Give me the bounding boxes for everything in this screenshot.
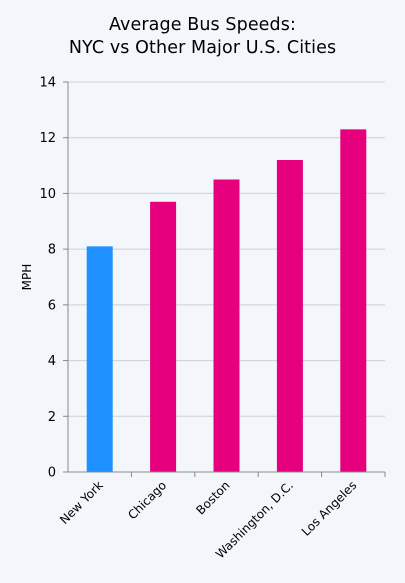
- x-tick-label: Chicago: [125, 478, 169, 522]
- y-tick-label: 10: [39, 187, 56, 202]
- y-tick-label: 6: [48, 298, 56, 313]
- y-tick-label: 8: [48, 243, 56, 258]
- x-tick-label: New York: [57, 478, 106, 527]
- chart-title-line-2: NYC vs Other Major U.S. Cities: [68, 38, 337, 58]
- x-tick-label: Boston: [193, 478, 232, 517]
- bar: [340, 129, 367, 472]
- y-tick-label: 14: [39, 76, 56, 91]
- grid-layer: [68, 81, 385, 417]
- bar: [213, 179, 240, 472]
- y-tick-label: 4: [48, 354, 56, 369]
- chart-title-line-1: Average Bus Speeds:: [109, 15, 296, 35]
- bar: [276, 160, 303, 472]
- y-axis-title: MPH: [20, 264, 34, 291]
- y-tick-label: 12: [39, 131, 56, 146]
- x-tick-label: Los Angeles: [299, 478, 360, 539]
- y-tick-label: 2: [48, 410, 56, 425]
- bar: [150, 201, 177, 473]
- axis-layer: [63, 81, 386, 477]
- bar-layer: [86, 129, 367, 473]
- chart-title: Average Bus Speeds: NYC vs Other Major U…: [0, 14, 405, 60]
- bar: [86, 246, 113, 472]
- y-tick-label: 0: [48, 466, 56, 481]
